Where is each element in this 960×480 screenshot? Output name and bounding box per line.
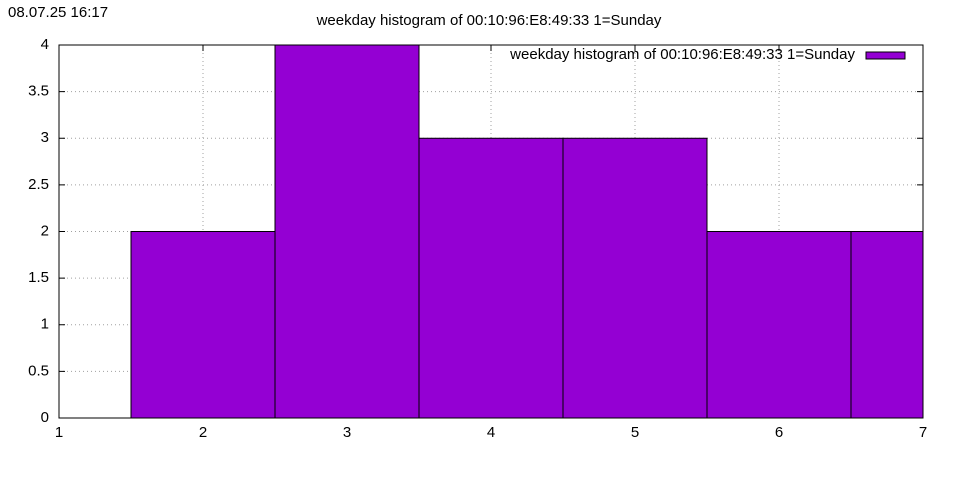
plot-border — [58, 44, 924, 419]
y-tick-label: 2.5 — [28, 176, 49, 193]
y-tick-label: 1 — [41, 316, 49, 333]
legend-label: weekday histogram of 00:10:96:E8:49:33 1… — [509, 46, 855, 63]
timestamp: 08.07.25 16:17 — [8, 4, 108, 21]
legend-swatch — [865, 51, 906, 60]
bar — [418, 137, 564, 418]
x-tick-label: 1 — [55, 424, 63, 441]
x-tick-label: 4 — [487, 424, 495, 441]
y-tick-label: 3.5 — [28, 83, 49, 100]
x-tick-label: 7 — [919, 424, 927, 441]
y-tick-label: 0.5 — [28, 362, 49, 379]
bar — [850, 231, 923, 418]
bar — [130, 231, 276, 418]
y-tick-label: 1.5 — [28, 269, 49, 286]
bar — [274, 45, 420, 418]
x-tick-label: 6 — [775, 424, 783, 441]
y-tick-label: 2 — [41, 222, 49, 239]
y-tick-label: 0 — [41, 409, 49, 426]
bars — [130, 45, 923, 418]
x-tick-label: 3 — [343, 424, 351, 441]
y-tick-label: 4 — [41, 36, 49, 53]
bar — [562, 137, 708, 418]
y-tick-label: 3 — [41, 129, 49, 146]
x-tick-label: 2 — [199, 424, 207, 441]
bar — [706, 231, 852, 418]
chart-title: weekday histogram of 00:10:96:E8:49:33 1… — [316, 12, 662, 29]
x-tick-label: 5 — [631, 424, 639, 441]
